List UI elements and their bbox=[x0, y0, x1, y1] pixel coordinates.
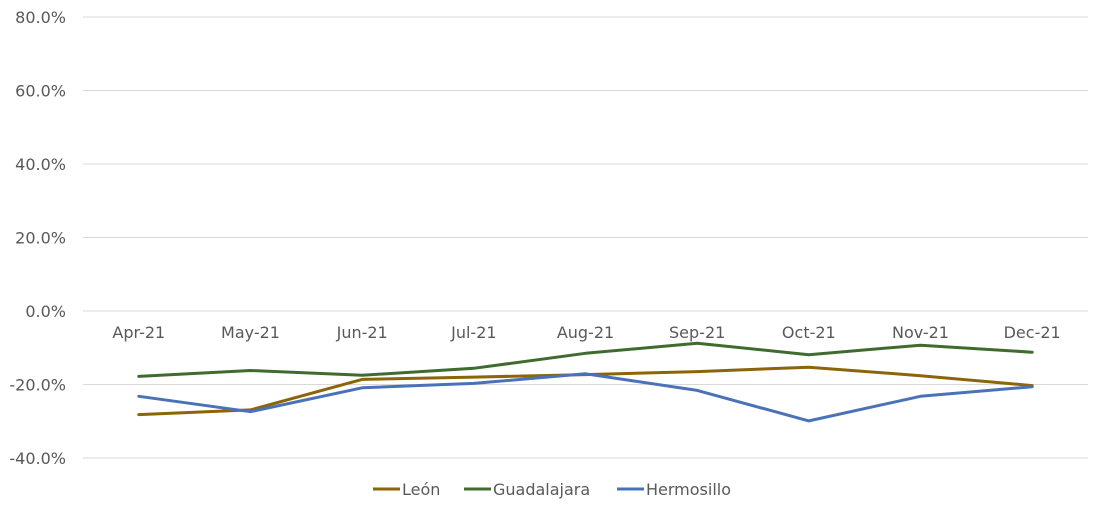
x-tick-label: Nov-21 bbox=[892, 323, 949, 342]
x-tick-label: Jul-21 bbox=[450, 323, 496, 342]
series-line-guadalajara bbox=[137, 341, 1034, 378]
gridlines bbox=[83, 16, 1088, 459]
y-tick-label: 60.0% bbox=[15, 82, 66, 101]
x-axis-ticks: Apr-21 May-21 Jun-21 Jul-21 Aug-21 Sep-21 Oct-… bbox=[112, 323, 1060, 342]
series-lines bbox=[137, 341, 1034, 423]
y-tick-label: 0.0% bbox=[25, 302, 66, 321]
x-tick-label: Jun-21 bbox=[336, 323, 388, 342]
legend-label: Hermosillo bbox=[646, 480, 731, 499]
y-tick-label: 40.0% bbox=[15, 155, 66, 174]
legend: León Guadalajara Hermosillo bbox=[373, 480, 731, 499]
y-tick-label: 80.0% bbox=[15, 8, 66, 27]
x-tick-label: Dec-21 bbox=[1004, 323, 1061, 342]
y-tick-label: -20.0% bbox=[9, 376, 66, 395]
legend-label: Guadalajara bbox=[493, 480, 590, 499]
x-tick-label: May-21 bbox=[221, 323, 280, 342]
x-tick-label: Oct-21 bbox=[782, 323, 836, 342]
y-tick-label: 20.0% bbox=[15, 229, 66, 248]
x-tick-label: Apr-21 bbox=[112, 323, 165, 342]
x-tick-label: Aug-21 bbox=[557, 323, 614, 342]
y-tick-label: -40.0% bbox=[9, 449, 66, 468]
y-axis-ticks: 80.0% 60.0% 40.0% 20.0% 0.0% -20.0% -40.0% bbox=[9, 8, 66, 468]
x-tick-label: Sep-21 bbox=[669, 323, 725, 342]
series-line-hermosillo bbox=[137, 372, 1034, 423]
legend-label: León bbox=[402, 480, 440, 499]
